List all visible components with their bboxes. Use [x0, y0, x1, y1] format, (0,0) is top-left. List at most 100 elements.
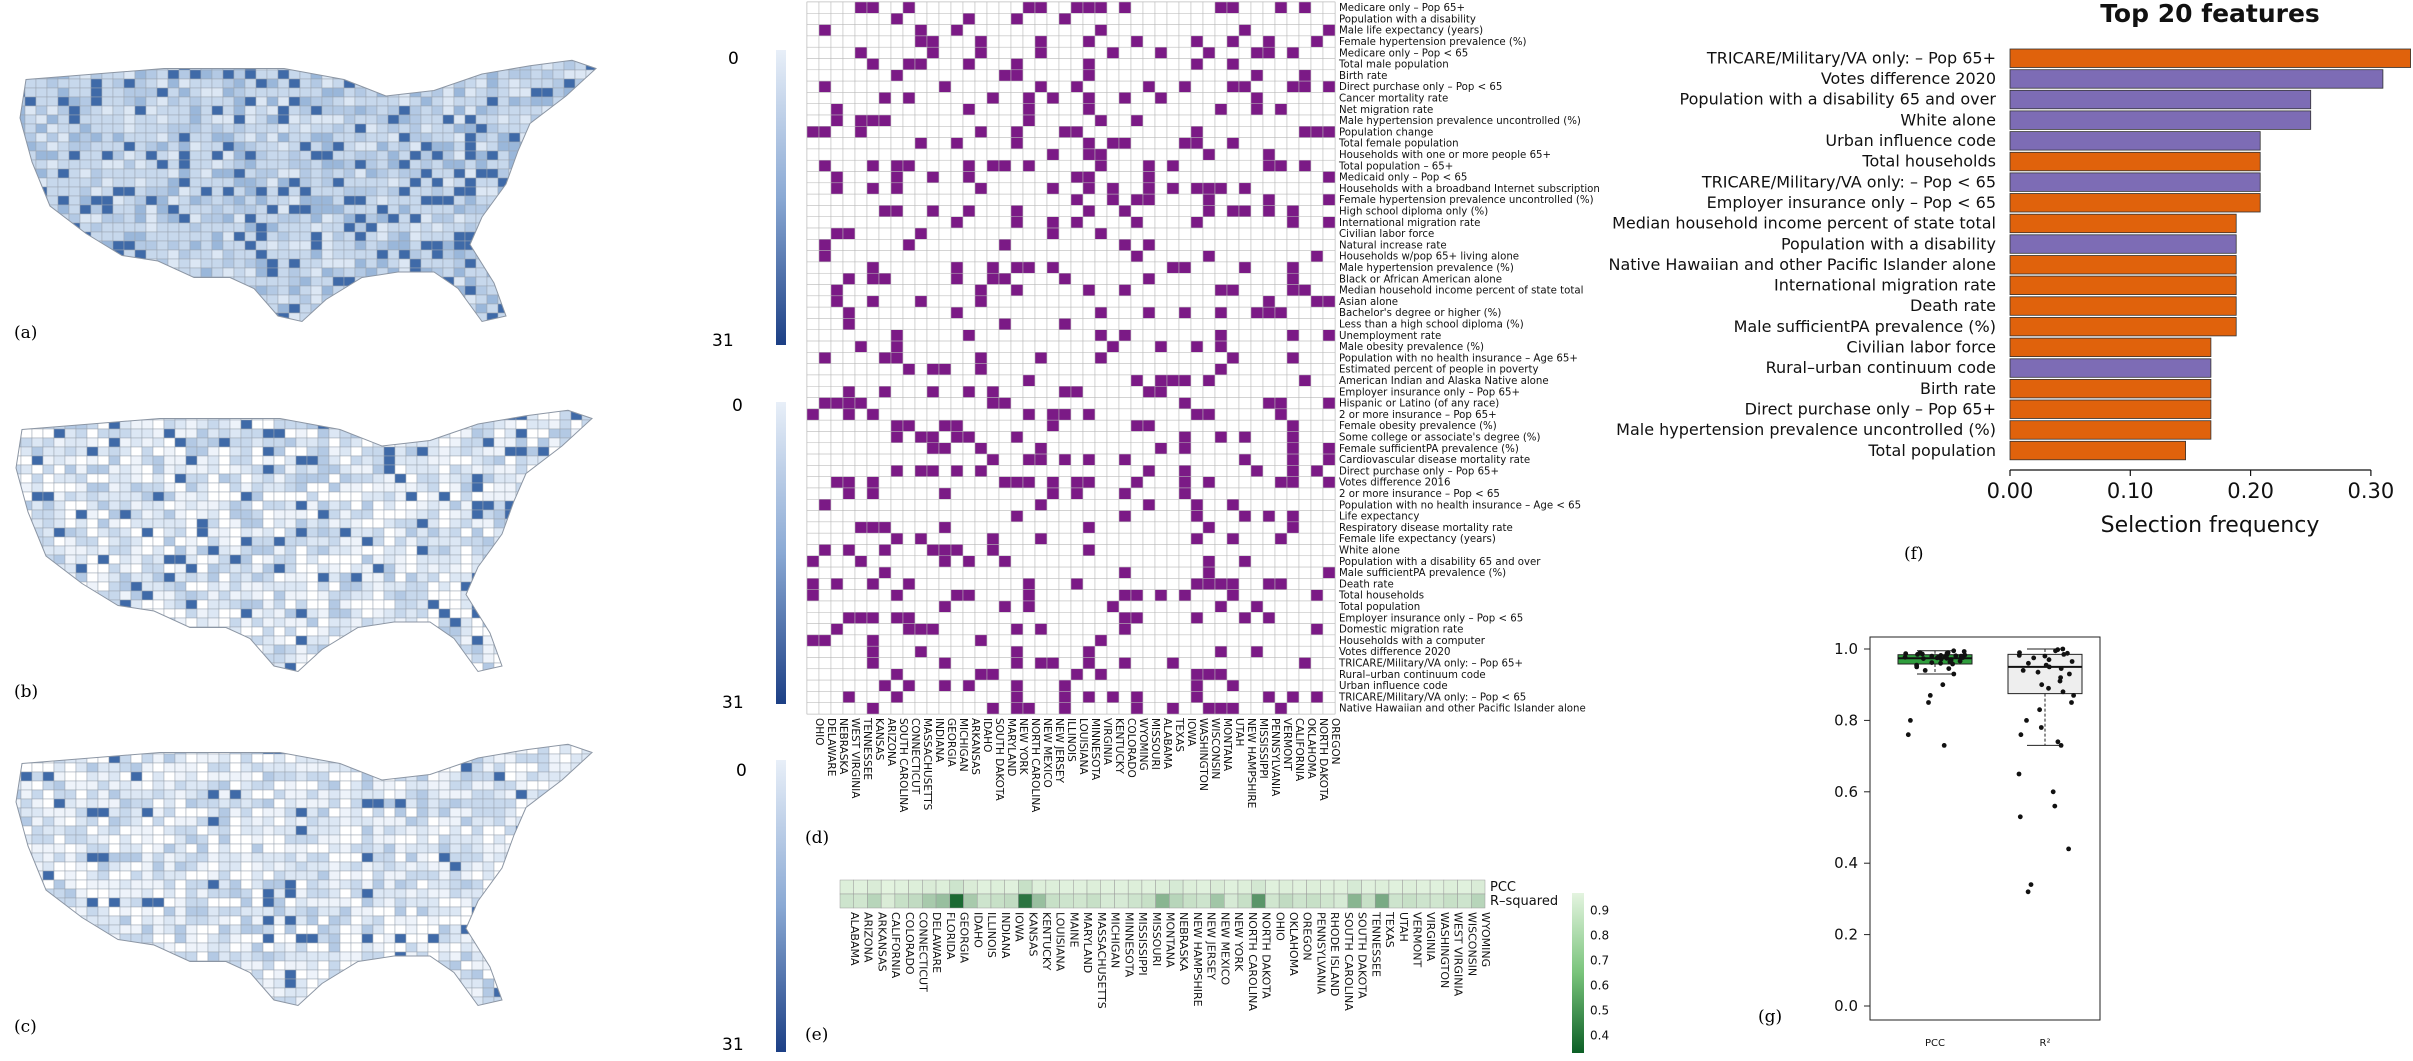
county-cell [31, 888, 44, 899]
county-cell [493, 617, 506, 628]
county-cell [277, 285, 290, 296]
county-cell [449, 662, 462, 672]
county-cell [24, 177, 37, 188]
county-cell [483, 672, 494, 681]
county-cell [20, 599, 33, 610]
county-cell [233, 258, 246, 269]
county-cell [317, 888, 330, 899]
county-cell [581, 437, 592, 448]
county-cell [79, 114, 92, 125]
county-cell [20, 518, 33, 529]
county-cell [460, 798, 473, 809]
county-cell [211, 159, 224, 170]
county-cell [537, 518, 550, 529]
county-cell [207, 482, 220, 493]
county-cell [156, 141, 169, 152]
county-cell [284, 644, 297, 655]
county-cell [405, 744, 418, 746]
county-cell [306, 915, 319, 926]
county-cell [273, 464, 286, 475]
county-cell [328, 644, 341, 655]
county-cell [376, 303, 389, 314]
county-cell [119, 843, 132, 854]
county-cell [178, 258, 191, 269]
county-cell [427, 780, 440, 791]
county-cell [185, 419, 198, 430]
county-cell [130, 518, 143, 529]
county-cell [460, 572, 473, 583]
county-cell [130, 419, 143, 430]
county-cell [97, 987, 110, 998]
county-cell [256, 322, 267, 331]
county-cell [156, 105, 169, 116]
county-cell [416, 428, 429, 439]
county-cell [438, 644, 451, 655]
county-cell [207, 969, 220, 980]
county-cell [178, 141, 191, 152]
county-cell [53, 825, 66, 836]
county-cell [295, 960, 308, 971]
county-cell [317, 960, 330, 971]
county-cell [174, 924, 187, 935]
county-cell [163, 644, 176, 655]
county-cell [497, 78, 510, 89]
county-cell [515, 455, 528, 466]
county-cell [196, 753, 209, 764]
county-cell [361, 581, 374, 592]
county-cell [156, 114, 169, 125]
county-cell [416, 491, 429, 502]
county-cell [53, 410, 66, 421]
county-cell [530, 114, 543, 125]
county-cell [295, 861, 308, 872]
county-cell [559, 879, 572, 890]
county-cell [548, 590, 561, 601]
county-cell [453, 150, 466, 161]
county-cell [97, 753, 110, 764]
county-cell [233, 150, 246, 161]
county-cell [449, 491, 462, 502]
county-cell [383, 879, 396, 890]
county-cell [108, 915, 121, 926]
county-cell [570, 419, 583, 430]
county-cell [519, 78, 532, 89]
county-cell [321, 150, 334, 161]
county-cell [262, 771, 275, 782]
county-cell [570, 780, 583, 791]
county-cell [284, 473, 297, 484]
county-cell [559, 446, 572, 457]
county-cell [449, 879, 462, 890]
county-cell [416, 744, 429, 755]
county-cell [130, 662, 143, 672]
county-cell [119, 771, 132, 782]
county-cell [449, 419, 462, 430]
county-cell [493, 924, 506, 935]
county-cell [365, 141, 378, 152]
county-cell [332, 267, 345, 278]
county-cell [42, 527, 55, 538]
county-cell [515, 978, 528, 989]
county-cell [427, 834, 440, 845]
county-cell [108, 744, 121, 746]
county-cell [207, 780, 220, 791]
county-cell [471, 744, 484, 746]
county-cell [317, 581, 330, 592]
county-cell [586, 322, 597, 331]
county-cell [306, 410, 319, 412]
county-cell [196, 509, 209, 520]
county-cell [86, 599, 99, 610]
county-cell [372, 987, 385, 998]
county-cell [405, 581, 418, 592]
county-cell [53, 482, 66, 493]
county-cell [449, 410, 462, 421]
county-cell [185, 789, 198, 800]
county-cell [427, 969, 440, 980]
county-cell [24, 285, 37, 296]
county-cell [244, 114, 257, 125]
county-cell [570, 653, 583, 664]
county-cell [20, 780, 33, 791]
county-cell [361, 789, 374, 800]
county-cell [178, 267, 191, 278]
county-cell [449, 626, 462, 637]
county-cell [339, 744, 352, 746]
county-cell [383, 428, 396, 439]
